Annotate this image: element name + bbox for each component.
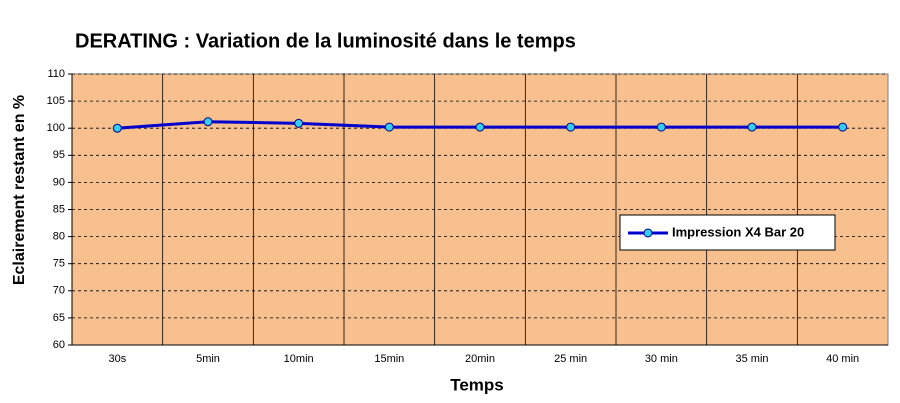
x-axis-label: Temps: [450, 375, 504, 394]
x-tick-label: 15min: [374, 353, 404, 365]
x-tick-label: 30 min: [645, 353, 678, 365]
y-tick-label: 65: [53, 312, 65, 324]
point: [203, 117, 213, 127]
x-tick-label: 40 min: [826, 353, 859, 365]
point: [384, 122, 394, 132]
point: [566, 122, 576, 132]
legend-box: [619, 214, 836, 251]
y-tick-label: 85: [53, 203, 65, 215]
point: [294, 118, 304, 128]
y-tick-label: 80: [53, 231, 65, 243]
y-tick-label: 110: [47, 68, 65, 80]
y-tick-label: 60: [53, 339, 65, 351]
point: [747, 122, 757, 132]
point: [656, 122, 666, 132]
x-tick-label: 5min: [196, 353, 220, 365]
y-tick-label: 90: [53, 176, 65, 188]
y-tick-label: 75: [53, 258, 65, 270]
x-tick-label: 35 min: [735, 353, 768, 365]
x-tick-label: 20min: [465, 353, 495, 365]
y-axis-label: Eclairement restant en %: [11, 95, 28, 285]
x-tick-label: 10min: [284, 353, 314, 365]
y-tick-label: 100: [47, 122, 65, 134]
legend-marker: [643, 228, 653, 238]
point: [475, 122, 485, 132]
point: [112, 123, 122, 133]
legend-label: Impression X4 Bar 20: [672, 224, 804, 239]
y-tick-label: 95: [53, 149, 65, 161]
point: [838, 122, 848, 132]
y-tick-label: 105: [47, 95, 65, 107]
y-tick-label: 70: [53, 285, 65, 297]
chart-title: DERATING : Variation de la luminosité da…: [75, 30, 576, 52]
x-tick-label: 25 min: [554, 353, 587, 365]
x-tick-label: 30s: [108, 353, 126, 365]
